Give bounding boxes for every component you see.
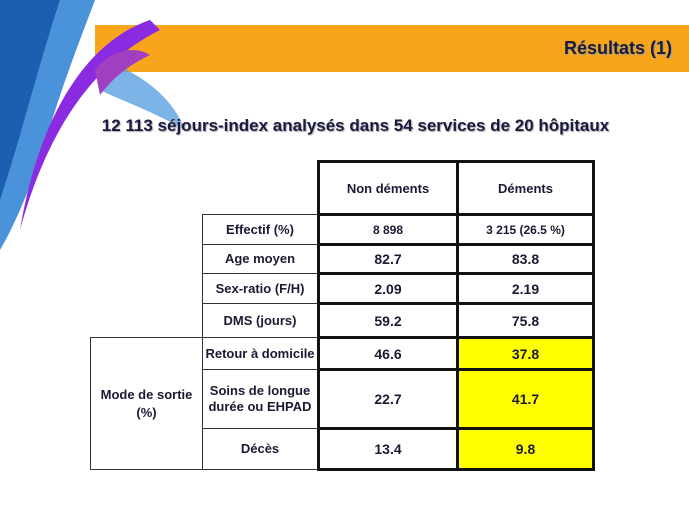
cell: 2.09 — [317, 272, 459, 305]
results-table: Non déments Déments Effectif (%) 8 898 3… — [90, 160, 595, 471]
row-label: DMS (jours) — [202, 303, 319, 338]
blue-shape-dark — [0, 0, 60, 200]
cell: 22.7 — [317, 368, 459, 430]
row-label: Retour à domicile — [202, 337, 319, 370]
row-label: Sex-ratio (F/H) — [202, 273, 319, 304]
group-label: Mode de sortie (%) — [90, 337, 203, 470]
row-label: Décès — [202, 428, 319, 470]
row-label: Soins de longue durée ou EHPAD — [202, 369, 319, 429]
leaf-purple — [95, 50, 150, 95]
leaf — [100, 60, 185, 130]
column-header: Déments — [456, 160, 595, 216]
cell: 8 898 — [317, 213, 459, 246]
cell: 13.4 — [317, 427, 459, 471]
cell: 83.8 — [456, 243, 595, 275]
cell: 3 215 (26.5 %) — [456, 213, 595, 246]
cell: 37.8 — [456, 336, 595, 371]
purple-swoosh — [20, 20, 160, 230]
cell: 9.8 — [456, 427, 595, 471]
row-label: Age moyen — [202, 244, 319, 274]
title: Résultats (1) — [563, 38, 672, 58]
orange-band — [95, 25, 689, 72]
cell: 59.2 — [317, 302, 459, 339]
cell: 75.8 — [456, 302, 595, 339]
column-header: Non déments — [317, 160, 459, 216]
subtitle: 12 113 séjours-index analysés dans 54 se… — [101, 116, 610, 135]
row-label: Effectif (%) — [202, 214, 319, 245]
cell: 41.7 — [456, 368, 595, 430]
cell: 82.7 — [317, 243, 459, 275]
cell: 46.6 — [317, 336, 459, 371]
cell: 2.19 — [456, 272, 595, 305]
